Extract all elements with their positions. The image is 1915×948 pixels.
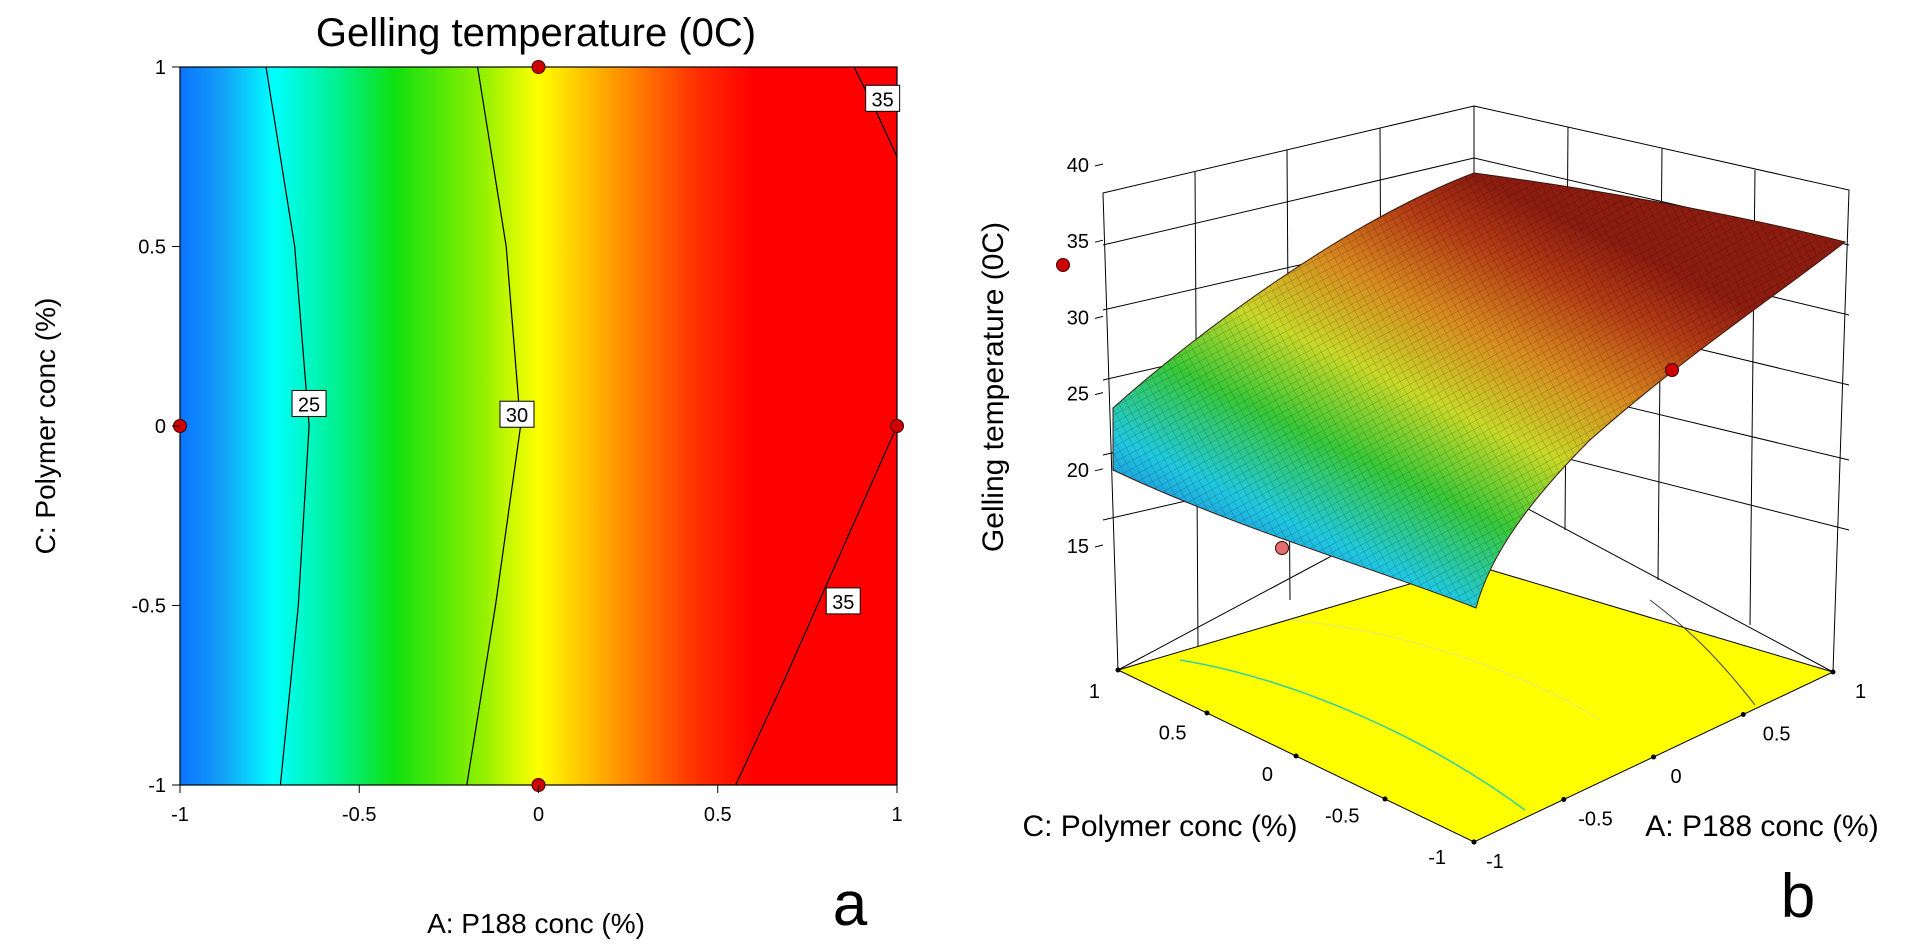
contour-design-points	[173, 60, 904, 792]
floor-contour-line	[1649, 599, 1756, 706]
design-point	[1056, 258, 1070, 272]
contour-plot-area	[179, 66, 898, 786]
c-tick-mark	[1293, 753, 1299, 759]
x-tick-label: -0.5	[342, 804, 376, 826]
a-tick-mark	[1651, 754, 1656, 760]
a-tick-label: -1	[1486, 851, 1504, 873]
surface-p188-ticks: -1 -0.5 0 0.5 1	[1471, 669, 1866, 873]
contour-level-label: 30	[506, 405, 528, 427]
z-tick-mark	[1094, 544, 1104, 548]
x-tick-label: 1	[891, 804, 902, 826]
design-point	[890, 419, 904, 433]
a-tick-label: 0.5	[1763, 724, 1791, 746]
z-tick-mark	[1094, 315, 1104, 319]
design-point	[1665, 363, 1679, 377]
c-tick-mark	[1115, 667, 1121, 673]
z-tick-label: 30	[1067, 307, 1089, 329]
contour-x-axis-label: A: P188 conc (%)	[427, 908, 645, 939]
contour-title: Gelling temperature (0C)	[316, 11, 756, 55]
surface-panel: 15 20 25 30 35 40 1 0.5 0 -0.5 -1 -1 -0.5 0 0.5 1 Gel…	[977, 105, 1879, 931]
panel-label-a: a	[833, 870, 868, 939]
contour-level-labels: 25 30 35 35	[291, 84, 901, 615]
y-tick-label: 0	[155, 416, 166, 438]
surface-polymer-ticks: 1 0.5 0 -0.5 -1	[1089, 667, 1477, 869]
contour-x-ticks: -1 -0.5 0 0.5 1	[171, 785, 903, 826]
a-tick-label: 1	[1855, 681, 1866, 703]
contour-label-box	[865, 84, 901, 112]
a-tick-label: 0	[1671, 766, 1682, 788]
contour-y-ticks: -1 -0.5 0 0.5 1	[132, 57, 180, 797]
a-tick-mark	[1830, 669, 1836, 675]
surface-z-ticks: 15 20 25 30 35 40	[1067, 155, 1104, 558]
y-tick-label: -1	[148, 775, 166, 797]
c-tick-label: 1	[1089, 681, 1100, 703]
x-tick-label: 0	[533, 804, 544, 826]
c-tick-mark	[1382, 796, 1388, 802]
contour-level-label: 35	[872, 89, 894, 111]
surface-a-axis-label: A: P188 conc (%)	[1645, 810, 1878, 843]
c-tick-label: 0	[1262, 764, 1273, 786]
a-tick-mark	[1740, 712, 1746, 717]
contour-level-label: 35	[832, 592, 854, 614]
y-tick-label: 1	[155, 57, 166, 79]
floor-contour-line	[1179, 659, 1526, 811]
c-tick-label: -0.5	[1325, 806, 1359, 828]
y-tick-label: -0.5	[132, 596, 166, 618]
c-tick-label: 0.5	[1159, 723, 1187, 745]
design-point	[531, 60, 546, 74]
contour-line	[265, 66, 310, 786]
contour-level-label: 25	[298, 394, 320, 416]
panel-label-b: b	[1781, 862, 1815, 931]
contour-label-box	[499, 400, 535, 428]
design-point	[1275, 541, 1289, 555]
x-tick-label: -1	[171, 804, 189, 826]
surface-z-axis-label: Gelling temperature (0C)	[977, 222, 1010, 552]
x-tick-label: 0.5	[704, 804, 732, 826]
floor-contour-line	[1289, 619, 1601, 721]
contour-panel: Gelling temperature (0C) 25 30 35 35 -1 -0.5…	[30, 11, 904, 939]
a-tick-mark	[1561, 797, 1567, 802]
surface-c-axis-label: C: Polymer conc (%)	[1022, 810, 1297, 843]
z-tick-mark	[1094, 392, 1104, 396]
a-tick-label: -0.5	[1578, 809, 1612, 831]
surface-mesh	[1113, 173, 1845, 608]
z-tick-label: 40	[1067, 155, 1089, 177]
z-tick-label: 15	[1067, 536, 1089, 558]
contour-line	[735, 425, 898, 786]
z-tick-mark	[1094, 468, 1104, 472]
z-tick-label: 20	[1067, 460, 1089, 482]
z-tick-mark	[1094, 239, 1104, 243]
contour-label-box	[291, 389, 327, 417]
y-tick-label: 0.5	[138, 237, 166, 259]
z-tick-label: 25	[1067, 384, 1089, 406]
z-tick-mark	[1094, 163, 1104, 167]
c-tick-mark	[1204, 710, 1210, 716]
contour-y-axis-label: C: Polymer conc (%)	[30, 298, 61, 555]
contour-label-box	[825, 587, 861, 615]
a-tick-mark	[1471, 839, 1477, 845]
c-tick-label: -1	[1428, 847, 1446, 869]
z-tick-label: 35	[1067, 231, 1089, 253]
